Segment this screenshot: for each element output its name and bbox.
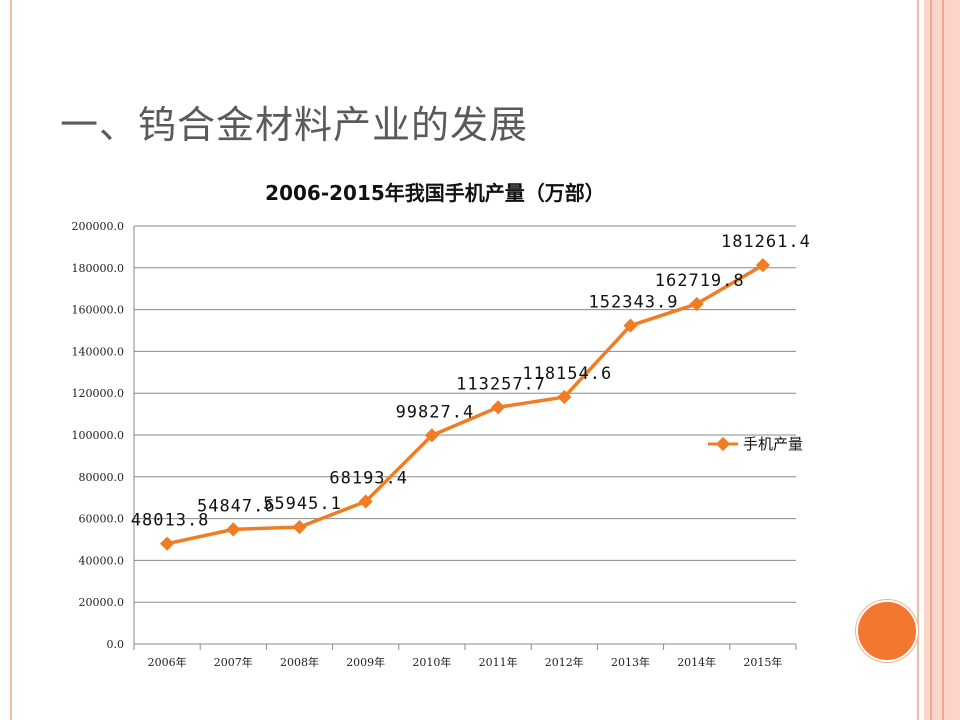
y-tick-label: 140000.0 (72, 345, 125, 358)
data-label: 54847.6 (197, 496, 276, 516)
x-tick-label: 2011年 (479, 655, 518, 669)
data-label: 152343.9 (589, 293, 679, 313)
data-point-marker[interactable] (226, 522, 241, 537)
x-tick-label: 2007年 (214, 655, 253, 669)
data-label: 68193.4 (329, 468, 408, 488)
data-point-marker[interactable] (689, 296, 704, 311)
data-point-marker[interactable] (557, 389, 572, 405)
data-label: 162719.8 (655, 271, 745, 291)
decorative-side-stripes (924, 0, 960, 720)
data-point-marker[interactable] (491, 400, 506, 415)
y-tick-label: 60000.0 (79, 513, 125, 526)
slide-frame-left (10, 0, 12, 720)
x-tick-label: 2010年 (412, 655, 451, 669)
y-tick-label: 100000.0 (72, 429, 125, 442)
data-point-marker[interactable] (424, 428, 439, 443)
x-tick-label: 2006年 (148, 655, 187, 669)
data-label: 55945.1 (263, 494, 342, 514)
data-point-marker[interactable] (623, 318, 638, 333)
y-tick-label: 120000.0 (72, 387, 125, 400)
slide-title: 一、钨合金材料产业的发展 (60, 103, 529, 147)
legend-marker-swatch (715, 436, 731, 452)
y-tick-label: 180000.0 (72, 262, 125, 275)
data-label: 118154.6 (522, 364, 612, 384)
y-axis-ticks: 0.0 20000.0 40000.0 60000.0 80000.0 100000.0 1… (72, 220, 125, 651)
data-label: 48013.8 (131, 511, 210, 531)
series-line (166, 263, 764, 546)
slide-frame-right (917, 0, 919, 720)
data-point-marker[interactable] (160, 536, 175, 551)
chart-title: 2006-2015年我国手机产量（万部） (265, 181, 605, 205)
x-tick-label: 2012年 (545, 655, 584, 669)
chart-legend[interactable]: 手机产量 (708, 435, 803, 453)
x-tick-label: 2008年 (280, 655, 319, 669)
data-point-marker[interactable] (755, 258, 770, 273)
data-label: 113257.7 (456, 374, 546, 394)
y-tick-label: 20000.0 (79, 596, 125, 609)
x-tick-label: 2009年 (346, 655, 385, 669)
x-tick-label: 2015年 (743, 655, 782, 669)
data-point-marker[interactable] (292, 520, 307, 535)
y-tick-label: 80000.0 (79, 471, 125, 484)
data-point-marker[interactable] (358, 494, 373, 509)
data-label: 99827.4 (396, 402, 475, 422)
x-axis-ticks: 2006年 2007年 2008年 2009年 2010年 2011年 2012年 2013年… (133, 644, 797, 669)
data-label: 181261.4 (721, 232, 811, 252)
chart-series (160, 258, 770, 551)
legend-label: 手机产量 (743, 435, 803, 453)
x-tick-label: 2014年 (677, 655, 716, 669)
y-tick-label: 40000.0 (79, 554, 125, 567)
y-tick-label: 160000.0 (72, 304, 125, 317)
y-tick-label: 0.0 (107, 638, 125, 651)
y-tick-label: 200000.0 (72, 220, 125, 233)
decorative-orange-circle (856, 600, 918, 662)
x-tick-label: 2013年 (611, 655, 650, 669)
chart-gridlines (134, 225, 796, 603)
